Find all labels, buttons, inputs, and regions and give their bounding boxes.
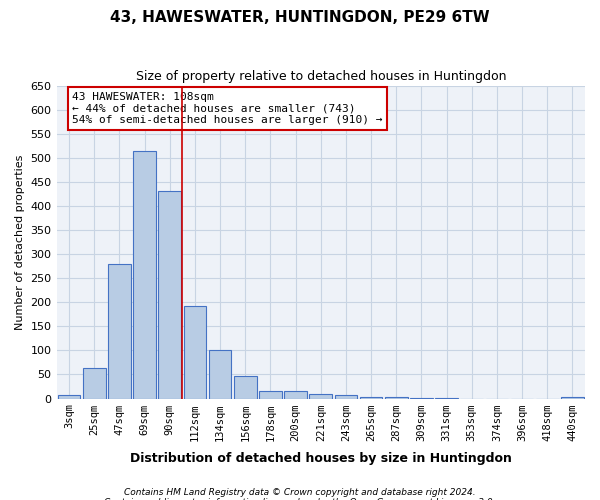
Bar [259, 392, 282, 398]
Text: 43 HAWESWATER: 108sqm
← 44% of detached houses are smaller (743)
54% of semi-det: 43 HAWESWATER: 108sqm ← 44% of detached … [73, 92, 383, 125]
Bar [209, 350, 232, 399]
Text: Contains public sector information licensed under the Open Government Licence v3: Contains public sector information licen… [104, 498, 496, 500]
Bar [83, 368, 106, 398]
Bar [561, 397, 584, 398]
Y-axis label: Number of detached properties: Number of detached properties [15, 154, 25, 330]
Bar [284, 392, 307, 398]
Text: Contains HM Land Registry data © Crown copyright and database right 2024.: Contains HM Land Registry data © Crown c… [124, 488, 476, 497]
Bar [234, 376, 257, 398]
Title: Size of property relative to detached houses in Huntingdon: Size of property relative to detached ho… [136, 70, 506, 83]
Bar [310, 394, 332, 398]
Bar [335, 394, 357, 398]
Bar [360, 396, 382, 398]
Bar [158, 192, 181, 398]
Bar [58, 394, 80, 398]
Bar [133, 150, 156, 398]
Bar [184, 306, 206, 398]
Bar [108, 264, 131, 398]
Text: 43, HAWESWATER, HUNTINGDON, PE29 6TW: 43, HAWESWATER, HUNTINGDON, PE29 6TW [110, 10, 490, 25]
Bar [385, 396, 407, 398]
X-axis label: Distribution of detached houses by size in Huntingdon: Distribution of detached houses by size … [130, 452, 512, 465]
